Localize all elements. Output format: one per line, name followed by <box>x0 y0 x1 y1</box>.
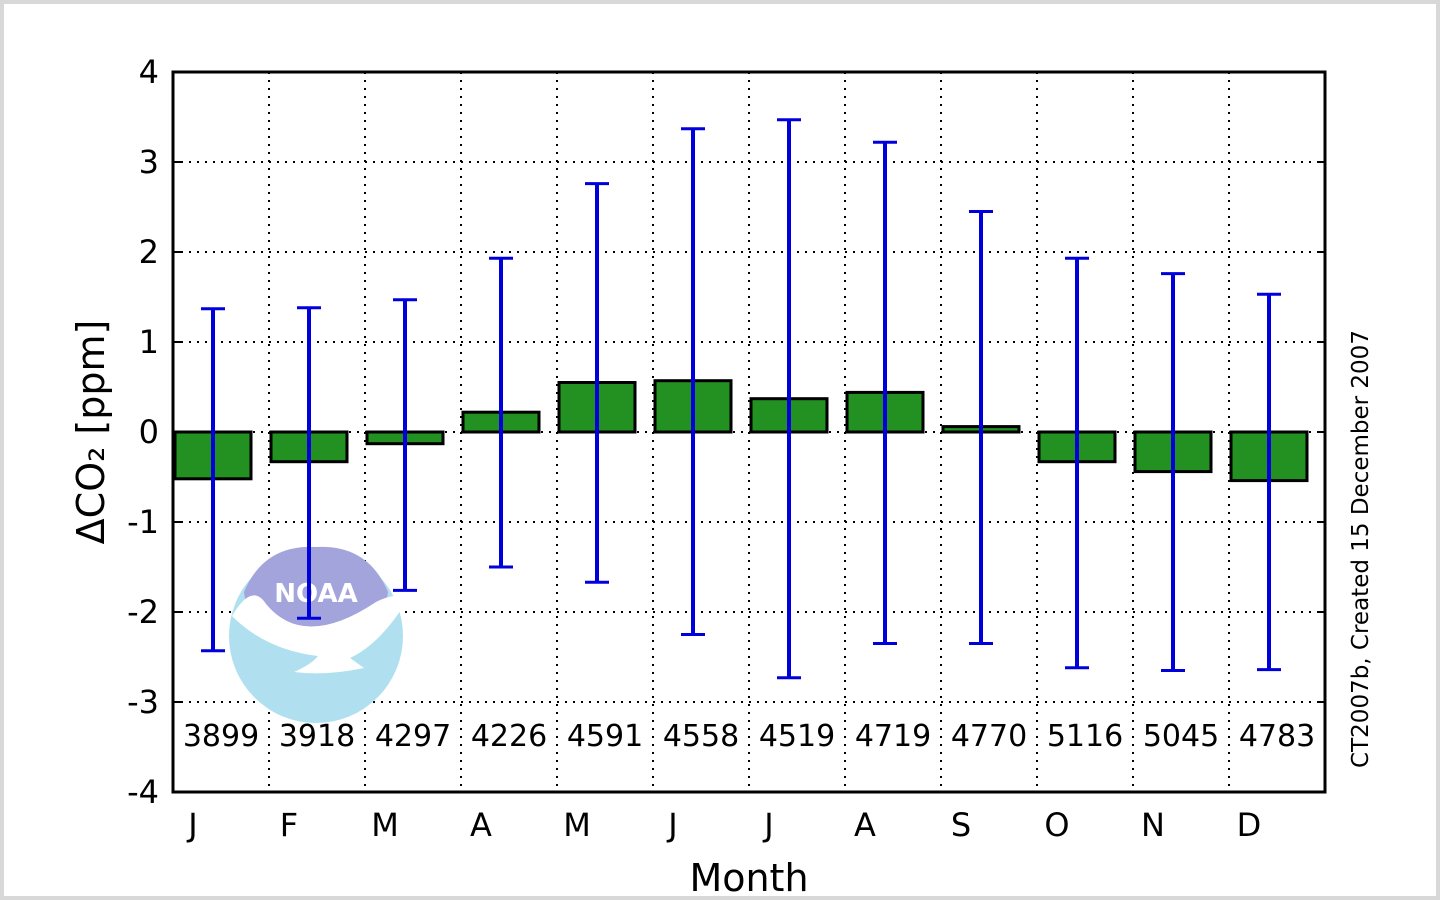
noaa-logo: NOAA <box>229 546 406 723</box>
x-tick-label-3: M <box>371 806 399 844</box>
y-tick-label: -1 <box>127 503 159 541</box>
x-tick-label-5: M <box>563 806 591 844</box>
x-tick-label-8: A <box>854 806 876 844</box>
count-label-3: 4297 <box>375 719 451 754</box>
y-tick-label: 0 <box>139 413 159 451</box>
count-label-6: 4558 <box>663 719 739 754</box>
x-tick-label-1: J <box>186 806 197 844</box>
y-tick-label: 1 <box>139 323 159 361</box>
credit-text: CT2007b, Created 15 December 2007 <box>1348 330 1374 768</box>
y-axis-label: ΔCO₂ [ppm] <box>69 320 113 545</box>
logo-seagull <box>232 595 406 674</box>
x-tick-label-9: S <box>951 806 971 844</box>
y-tick-label: -4 <box>127 773 159 811</box>
count-label-9: 4770 <box>951 719 1027 754</box>
count-label-5: 4591 <box>567 719 643 754</box>
x-axis-label: Month <box>689 856 808 896</box>
error-bars <box>201 118 1281 680</box>
count-label-8: 4719 <box>855 719 931 754</box>
count-label-1: 3899 <box>183 719 259 754</box>
x-tick-label-7: J <box>762 806 773 844</box>
logo-text: NOAA <box>274 579 357 609</box>
count-label-2: 3918 <box>279 719 355 754</box>
x-tick-label-11: N <box>1141 806 1165 844</box>
y-tick-label: -3 <box>127 683 159 721</box>
count-label-10: 5116 <box>1047 719 1123 754</box>
y-tick-labels: -4 -3 -2 -1 0 1 2 3 4 <box>127 53 1325 811</box>
y-tick-label: 3 <box>139 143 159 181</box>
x-tick-label-6: J <box>666 806 677 844</box>
count-label-4: 4226 <box>471 719 547 754</box>
x-tick-label-2: F <box>280 806 298 844</box>
y-tick-label: 2 <box>139 233 159 271</box>
count-label-11: 5045 <box>1143 719 1219 754</box>
count-label-7: 4519 <box>759 719 835 754</box>
y-tick-label: 4 <box>139 53 159 91</box>
sample-counts: 3899 3918 4297 4226 4591 4558 4519 4719 4770 5116… <box>183 719 1315 754</box>
y-tick-label: -2 <box>127 593 159 631</box>
figure-canvas: NOAA 3899 3918 4297 4226 4591 4558 4519 4719 477… <box>4 4 1436 896</box>
x-tick-label-10: O <box>1044 806 1069 844</box>
x-tick-label-12: D <box>1237 806 1262 844</box>
x-tick-label-4: A <box>470 806 492 844</box>
bars <box>173 379 1309 483</box>
chart: NOAA 3899 3918 4297 4226 4591 4558 4519 4719 477… <box>69 53 1374 896</box>
count-label-12: 4783 <box>1239 719 1315 754</box>
